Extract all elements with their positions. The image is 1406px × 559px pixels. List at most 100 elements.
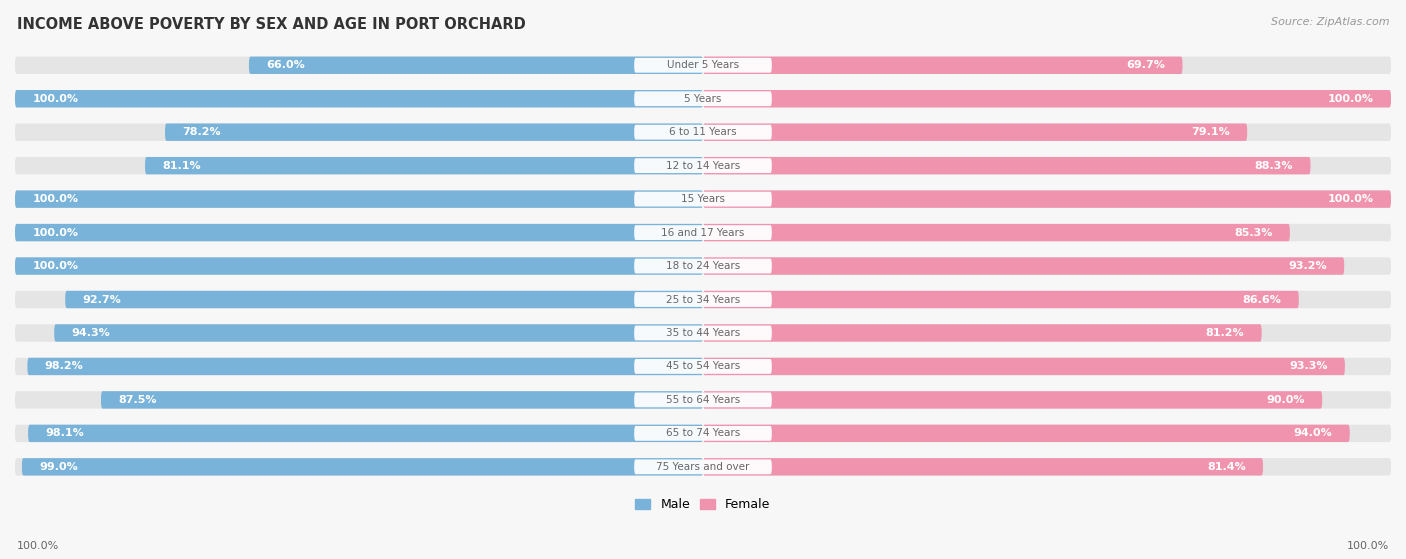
FancyBboxPatch shape [634,58,772,73]
FancyBboxPatch shape [703,358,1346,375]
Text: 93.3%: 93.3% [1289,362,1327,371]
FancyBboxPatch shape [15,124,703,141]
Text: 25 to 34 Years: 25 to 34 Years [666,295,740,305]
FancyBboxPatch shape [634,125,772,140]
FancyBboxPatch shape [703,90,1391,107]
FancyBboxPatch shape [634,158,772,173]
FancyBboxPatch shape [15,458,703,476]
FancyBboxPatch shape [15,291,703,308]
FancyBboxPatch shape [634,325,772,340]
FancyBboxPatch shape [55,324,703,342]
Text: 93.2%: 93.2% [1288,261,1327,271]
Text: 90.0%: 90.0% [1267,395,1305,405]
FancyBboxPatch shape [703,257,1391,275]
Text: 15 Years: 15 Years [681,194,725,204]
FancyBboxPatch shape [703,56,1182,74]
FancyBboxPatch shape [634,259,772,273]
Text: 98.2%: 98.2% [45,362,83,371]
Text: 94.3%: 94.3% [72,328,110,338]
Text: 100.0%: 100.0% [1327,194,1374,204]
Text: 85.3%: 85.3% [1234,228,1272,238]
FancyBboxPatch shape [703,224,1391,241]
Text: 87.5%: 87.5% [118,395,156,405]
Text: 55 to 64 Years: 55 to 64 Years [666,395,740,405]
FancyBboxPatch shape [15,257,703,275]
Text: 100.0%: 100.0% [1347,541,1389,551]
FancyBboxPatch shape [15,90,703,107]
FancyBboxPatch shape [634,225,772,240]
FancyBboxPatch shape [15,191,703,208]
Text: 100.0%: 100.0% [32,261,79,271]
Text: 12 to 14 Years: 12 to 14 Years [666,160,740,170]
Text: 86.6%: 86.6% [1243,295,1282,305]
FancyBboxPatch shape [634,192,772,206]
Text: 66.0%: 66.0% [266,60,305,70]
FancyBboxPatch shape [634,426,772,440]
Legend: Male, Female: Male, Female [630,494,776,517]
Text: 16 and 17 Years: 16 and 17 Years [661,228,745,238]
FancyBboxPatch shape [15,257,703,275]
FancyBboxPatch shape [703,391,1391,409]
Text: 35 to 44 Years: 35 to 44 Years [666,328,740,338]
FancyBboxPatch shape [15,391,703,409]
FancyBboxPatch shape [15,425,703,442]
FancyBboxPatch shape [703,157,1310,174]
FancyBboxPatch shape [703,291,1299,308]
FancyBboxPatch shape [703,324,1261,342]
Text: Source: ZipAtlas.com: Source: ZipAtlas.com [1271,17,1389,27]
FancyBboxPatch shape [15,224,703,241]
FancyBboxPatch shape [165,124,703,141]
FancyBboxPatch shape [15,358,703,375]
FancyBboxPatch shape [27,358,703,375]
FancyBboxPatch shape [703,257,1344,275]
FancyBboxPatch shape [703,224,1289,241]
FancyBboxPatch shape [15,191,703,208]
Text: 69.7%: 69.7% [1126,60,1166,70]
Text: Under 5 Years: Under 5 Years [666,60,740,70]
FancyBboxPatch shape [15,224,703,241]
FancyBboxPatch shape [65,291,703,308]
FancyBboxPatch shape [703,124,1247,141]
FancyBboxPatch shape [15,157,703,174]
FancyBboxPatch shape [101,391,703,409]
FancyBboxPatch shape [28,425,703,442]
Text: 79.1%: 79.1% [1191,127,1230,137]
FancyBboxPatch shape [634,292,772,307]
FancyBboxPatch shape [703,458,1263,476]
Text: 100.0%: 100.0% [32,228,79,238]
FancyBboxPatch shape [703,90,1391,107]
Text: 98.1%: 98.1% [45,428,84,438]
FancyBboxPatch shape [634,359,772,374]
Text: 88.3%: 88.3% [1254,160,1294,170]
Text: 75 Years and over: 75 Years and over [657,462,749,472]
FancyBboxPatch shape [22,458,703,476]
FancyBboxPatch shape [703,124,1391,141]
Text: 78.2%: 78.2% [183,127,221,137]
FancyBboxPatch shape [703,324,1391,342]
Text: 81.1%: 81.1% [162,160,201,170]
FancyBboxPatch shape [703,458,1391,476]
FancyBboxPatch shape [703,191,1391,208]
FancyBboxPatch shape [634,459,772,474]
FancyBboxPatch shape [634,392,772,408]
Text: 100.0%: 100.0% [17,541,59,551]
FancyBboxPatch shape [703,425,1391,442]
Text: 94.0%: 94.0% [1294,428,1333,438]
FancyBboxPatch shape [634,91,772,106]
Text: 65 to 74 Years: 65 to 74 Years [666,428,740,438]
FancyBboxPatch shape [15,56,703,74]
FancyBboxPatch shape [249,56,703,74]
Text: 45 to 54 Years: 45 to 54 Years [666,362,740,371]
Text: 5 Years: 5 Years [685,94,721,104]
Text: 81.2%: 81.2% [1206,328,1244,338]
FancyBboxPatch shape [145,157,703,174]
FancyBboxPatch shape [703,191,1391,208]
Text: 100.0%: 100.0% [32,194,79,204]
Text: 6 to 11 Years: 6 to 11 Years [669,127,737,137]
Text: 100.0%: 100.0% [1327,94,1374,104]
Text: INCOME ABOVE POVERTY BY SEX AND AGE IN PORT ORCHARD: INCOME ABOVE POVERTY BY SEX AND AGE IN P… [17,17,526,32]
FancyBboxPatch shape [703,56,1391,74]
FancyBboxPatch shape [703,391,1322,409]
FancyBboxPatch shape [703,358,1391,375]
FancyBboxPatch shape [703,157,1391,174]
